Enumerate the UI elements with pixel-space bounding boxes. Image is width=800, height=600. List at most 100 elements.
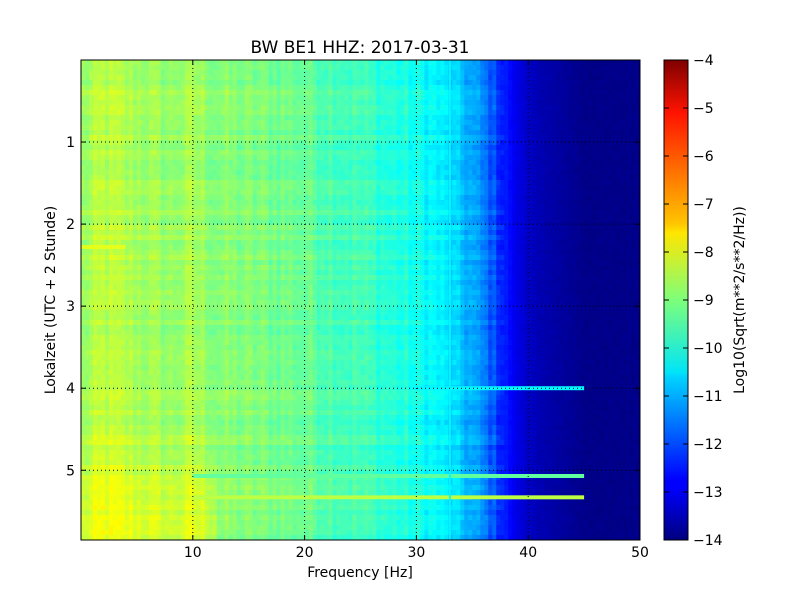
heatmap-cell xyxy=(320,120,326,126)
heatmap-cell xyxy=(472,155,477,161)
heatmap-cell xyxy=(236,210,242,216)
heatmap-cell xyxy=(272,180,278,186)
heatmap-cell xyxy=(304,155,310,161)
heatmap-cell xyxy=(148,90,154,96)
heatmap-cell xyxy=(408,185,413,191)
heatmap-cell xyxy=(212,100,218,106)
heatmap-cell xyxy=(520,210,525,216)
heatmap-cell xyxy=(596,150,601,156)
heatmap-cell xyxy=(608,110,613,116)
heatmap-cell xyxy=(456,140,461,146)
heatmap-cell xyxy=(504,220,509,226)
heatmap-cell xyxy=(92,85,98,91)
heatmap-cell xyxy=(620,185,625,191)
heatmap-cell xyxy=(404,185,410,191)
heatmap-cell xyxy=(268,125,274,131)
heatmap-cell xyxy=(320,85,326,91)
heatmap-cell xyxy=(88,195,94,201)
heatmap-cell xyxy=(176,75,182,81)
heatmap-cell xyxy=(396,155,402,161)
heatmap-cell xyxy=(532,120,537,126)
heatmap-cell xyxy=(304,120,310,126)
heatmap-cell xyxy=(176,60,182,66)
heatmap-cell xyxy=(292,235,298,241)
heatmap-cell xyxy=(268,80,274,86)
heatmap-cell xyxy=(564,80,569,86)
heatmap-cell xyxy=(524,70,529,76)
heatmap-cell xyxy=(404,155,410,161)
heatmap-cell xyxy=(484,175,489,181)
heatmap-cell xyxy=(132,135,138,141)
heatmap-cell xyxy=(600,150,605,156)
heatmap-cell xyxy=(124,85,130,91)
heatmap-cell xyxy=(428,195,433,201)
heatmap-cell xyxy=(112,230,118,236)
heatmap-cell xyxy=(164,145,170,151)
heatmap-cell xyxy=(388,130,394,136)
heatmap-cell xyxy=(300,90,306,96)
heatmap-cell xyxy=(156,85,162,91)
heatmap-cell xyxy=(500,165,505,171)
heatmap-cell xyxy=(284,205,290,211)
heatmap-cell xyxy=(288,200,294,206)
heatmap-cell xyxy=(196,230,202,236)
heatmap-cell xyxy=(480,80,485,86)
heatmap-cell xyxy=(464,135,469,141)
heatmap-cell xyxy=(96,90,102,96)
heatmap-cell xyxy=(328,155,334,161)
heatmap-cell xyxy=(556,135,561,141)
heatmap-cell xyxy=(492,180,497,186)
heatmap-cell xyxy=(420,95,425,101)
heatmap-cell xyxy=(232,130,238,136)
heatmap-cell xyxy=(340,190,346,196)
heatmap-cell xyxy=(532,100,537,106)
heatmap-cell xyxy=(496,220,501,226)
heatmap-cell xyxy=(240,225,246,231)
heatmap-cell xyxy=(180,105,186,111)
heatmap-cell xyxy=(84,165,90,171)
heatmap-cell xyxy=(416,110,421,116)
heatmap-cell xyxy=(236,145,242,151)
heatmap-cell xyxy=(620,85,625,91)
heatmap-cell xyxy=(368,100,374,106)
heatmap-cell xyxy=(116,75,122,81)
heatmap-cell xyxy=(420,85,425,91)
heatmap-cell xyxy=(548,185,553,191)
heatmap-cell xyxy=(548,190,553,196)
heatmap-cell xyxy=(464,220,469,226)
heatmap-cell xyxy=(576,135,581,141)
heatmap-cell xyxy=(612,200,617,206)
heatmap-cell xyxy=(108,170,114,176)
heatmap-cell xyxy=(376,155,382,161)
heatmap-cell xyxy=(108,65,114,71)
heatmap-cell xyxy=(408,120,413,126)
heatmap-cell xyxy=(504,135,509,141)
heatmap-cell xyxy=(184,80,190,86)
heatmap-cell xyxy=(212,220,218,226)
heatmap-cell xyxy=(576,95,581,101)
heatmap-cell xyxy=(260,145,266,151)
heatmap-cell xyxy=(508,195,513,201)
heatmap-cell xyxy=(160,235,166,241)
heatmap-cell xyxy=(364,155,370,161)
heatmap-cell xyxy=(352,155,358,161)
heatmap-cell xyxy=(552,105,557,111)
heatmap-cell xyxy=(444,65,449,71)
heatmap-cell xyxy=(500,70,505,76)
heatmap-cell xyxy=(512,175,517,181)
heatmap-cell xyxy=(148,145,154,151)
heatmap-cell xyxy=(436,150,441,156)
heatmap-cell xyxy=(84,75,90,81)
heatmap-cell xyxy=(440,215,445,221)
heatmap-cell xyxy=(340,165,346,171)
heatmap-cell xyxy=(428,225,433,231)
heatmap-cell xyxy=(556,130,561,136)
heatmap-cell xyxy=(432,175,437,181)
heatmap-cell xyxy=(268,160,274,166)
heatmap-cell xyxy=(144,175,150,181)
heatmap-cell xyxy=(628,105,633,111)
heatmap-cell xyxy=(172,165,178,171)
heatmap-cell xyxy=(584,145,589,151)
heatmap-cell xyxy=(152,180,158,186)
heatmap-cell xyxy=(340,195,346,201)
